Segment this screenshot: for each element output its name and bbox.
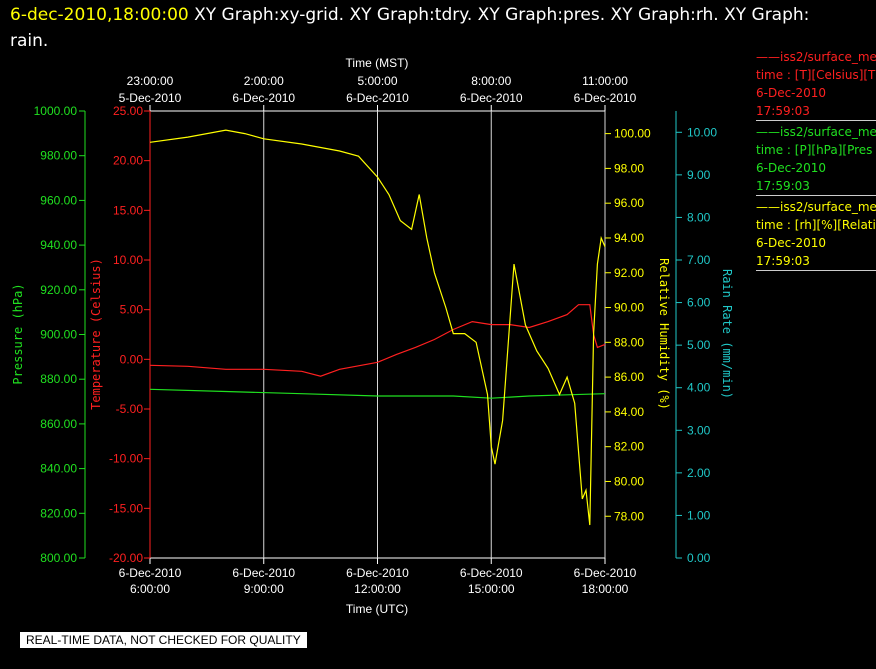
pressure-tick-label: 940.00 [40,238,77,252]
bottom-tick-date: 6-Dec-2010 [346,566,409,580]
top-tick-date: 5-Dec-2010 [119,91,182,105]
bottom-tick-time: 6:00:00 [130,582,170,596]
legend-line: 17:59:03 [756,179,810,193]
legend-line: time : [P][hPa][Pres [756,143,873,157]
temperature-tick-label: 10.00 [113,253,143,267]
pressure-tick-label: 900.00 [40,328,77,342]
rain-tick-label: 1.00 [687,508,711,522]
pressure-tick-label: 880.00 [40,372,77,386]
pressure-tick-label: 800.00 [40,551,77,565]
rh-tick-label: 100.00 [614,127,651,141]
rain-axis-title: Rain Rate (mm/min) [720,269,734,399]
top-tick-time: 5:00:00 [357,74,397,88]
temperature-tick-label: 15.00 [113,203,143,217]
pressure-tick-label: 860.00 [40,417,77,431]
temperature-axis-title: Temperature (Celsius) [89,258,103,410]
pressure-tick-label: 840.00 [40,462,77,476]
top-tick-time: 2:00:00 [244,74,284,88]
series-line-T [149,304,606,377]
temperature-tick-label: 25.00 [113,104,143,118]
rh-tick-label: 92.00 [614,266,644,280]
legend: ——iss2/surface_me time : [T][Celsius][T 6-… [756,48,876,273]
rh-tick-label: 98.00 [614,161,644,175]
rh-tick-label: 86.00 [614,370,644,384]
legend-line: 17:59:03 [756,104,810,118]
title-date: 6-dec-2010,18:00:00 [10,5,189,25]
top-tick-date: 6-Dec-2010 [346,91,409,105]
title-graphs: XY Graph:xy-grid. XY Graph:tdry. XY Grap… [10,5,810,51]
page-title: 6-dec-2010,18:00:00 XY Graph:xy-grid. XY… [10,2,850,54]
rh-tick-label: 94.00 [614,231,644,245]
legend-line: 6-Dec-2010 [756,86,827,100]
pressure-tick-label: 820.00 [40,506,77,520]
top-tick-date: 6-Dec-2010 [460,91,523,105]
legend-line: ——iss2/surface_me [756,200,876,214]
temperature-tick-label: -10.00 [109,452,143,466]
top-tick-time: 23:00:00 [127,74,174,88]
rain-tick-label: 5.00 [687,338,711,352]
pressure-tick-label: 920.00 [40,283,77,297]
legend-line: ——iss2/surface_me [756,50,876,64]
legend-line: 17:59:03 [756,254,810,268]
temperature-tick-label: 5.00 [120,303,144,317]
pressure-tick-label: 1000.00 [34,104,78,118]
pressure-axis-title: Pressure (hPa) [11,283,25,384]
rain-tick-label: 6.00 [687,296,711,310]
legend-line: time : [T][Celsius][T [756,68,876,82]
bottom-tick-date: 6-Dec-2010 [119,566,182,580]
top-tick-time: 11:00:00 [582,74,628,88]
temperature-tick-label: -5.00 [116,402,144,416]
rh-tick-label: 80.00 [614,474,644,488]
rh-axis-title: Relative Humidity (%) [657,258,671,410]
rain-tick-label: 10.00 [687,125,717,139]
rain-tick-label: 7.00 [687,253,711,267]
temperature-tick-label: 0.00 [120,352,144,366]
rain-tick-label: 3.00 [687,423,711,437]
bottom-tick-date: 6-Dec-2010 [460,566,523,580]
series-line-P [149,388,606,399]
rain-tick-label: 2.00 [687,466,711,480]
bottom-tick-time: 15:00:00 [468,582,515,596]
bottom-tick-date: 6-Dec-2010 [232,566,295,580]
rh-tick-label: 84.00 [614,405,644,419]
rain-tick-label: 9.00 [687,168,711,182]
top-axis-label: Time (MST) [346,56,409,70]
legend-line: 6-Dec-2010 [756,161,827,175]
legend-line: ——iss2/surface_me [756,125,876,139]
rh-tick-label: 96.00 [614,196,644,210]
legend-line: 6-Dec-2010 [756,236,827,250]
legend-line: time : [rh][%][Relati [756,218,876,232]
rh-tick-label: 78.00 [614,509,644,523]
temperature-tick-label: 20.00 [113,154,143,168]
rh-tick-label: 90.00 [614,301,644,315]
pressure-tick-label: 960.00 [40,193,77,207]
bottom-tick-time: 9:00:00 [244,582,284,596]
top-tick-date: 6-Dec-2010 [574,91,637,105]
series-line-rh [149,129,606,526]
bottom-tick-date: 6-Dec-2010 [574,566,637,580]
bottom-tick-time: 12:00:00 [354,582,401,596]
top-tick-time: 8:00:00 [471,74,511,88]
quality-banner: REAL-TIME DATA, NOT CHECKED FOR QUALITY [20,632,307,648]
rain-tick-label: 8.00 [687,210,711,224]
rain-tick-label: 0.00 [687,551,711,565]
rh-tick-label: 88.00 [614,335,644,349]
bottom-tick-time: 18:00:00 [582,582,629,596]
rh-tick-label: 82.00 [614,440,644,454]
pressure-tick-label: 980.00 [40,149,77,163]
temperature-tick-label: -15.00 [109,501,143,515]
bottom-axis-label: Time (UTC) [346,602,408,616]
temperature-tick-label: -20.00 [109,551,143,565]
chart-marks: 6-Dec-2010 6:00:00 6-Dec-2010 9:00:00 6-Dec-… [34,74,718,596]
top-tick-date: 6-Dec-2010 [232,91,295,105]
rain-tick-label: 4.00 [687,381,711,395]
